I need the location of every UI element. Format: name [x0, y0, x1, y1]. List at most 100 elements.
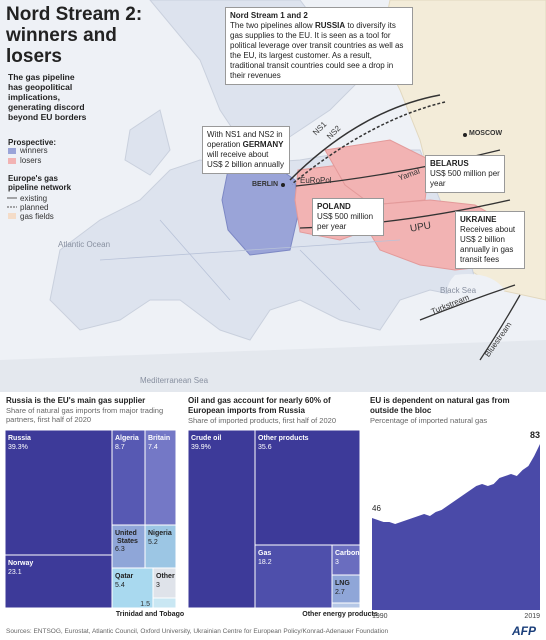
sea-label: Atlantic Ocean	[58, 240, 111, 249]
black-sea	[447, 274, 505, 306]
cell-value: 1.5	[140, 601, 150, 608]
pipeline-ns2	[291, 101, 446, 185]
berlin-dot	[281, 183, 285, 187]
cell-value: 8.7	[115, 444, 125, 451]
pipeline-label: EuRoPol	[300, 176, 332, 185]
cell-label: Other	[156, 573, 175, 580]
north-africa	[0, 340, 546, 392]
intro: The gas pipeline has geopolitical implic…	[8, 72, 87, 122]
callout-poland: POLAND US$ 500 million per year	[312, 198, 384, 236]
cell-label: Russia	[8, 435, 31, 442]
treemap-cell	[254, 429, 361, 546]
cell-label: Nigeria	[148, 530, 172, 537]
callout-title: UKRAINE	[460, 215, 497, 224]
callout-text: Receives about US$ 2 billion annually in…	[460, 225, 516, 264]
x-tick-label: 1990	[372, 613, 388, 620]
chart-subtitle: Share of natural gas imports from major …	[6, 406, 164, 424]
callout-title: POLAND	[317, 202, 351, 211]
callout-belarus: BELARUS US$ 500 million per year	[425, 155, 505, 193]
value-label: 83	[530, 430, 540, 440]
britain	[124, 109, 171, 176]
legend-title: Prospective:	[8, 138, 57, 147]
logo: AFP	[512, 624, 536, 638]
treemap-cell	[254, 544, 333, 609]
callout-text: GERMANY	[242, 140, 284, 149]
cell-value: 2.7	[335, 589, 345, 596]
treemap-cell	[111, 567, 154, 609]
cell-value: 39.9%	[191, 444, 211, 451]
cell-label: Qatar	[115, 573, 134, 580]
cell-label: Gas	[258, 550, 271, 557]
callout-text: With NS1 and NS2 in operation	[207, 130, 283, 149]
chart-title: Oil and gas account for nearly 60% of Eu…	[188, 396, 331, 415]
chart-heading: EU is dependent on natural gas from outs…	[370, 396, 540, 425]
treemap-cell	[144, 524, 177, 569]
cell-value: 18.2	[258, 559, 272, 566]
callout-nord-stream: Nord Stream 1 and 2 The two pipelines al…	[225, 7, 413, 85]
charts: Russia 39.3% Norway 23.1 Algeria 8.7 Britain 7.…	[4, 429, 540, 620]
pipeline-network	[99, 219, 401, 311]
cell-label: Crude oil	[191, 435, 221, 442]
legend-item: gas fields	[20, 212, 54, 221]
callout-text: The two pipelines allow	[230, 21, 315, 30]
cell-label: Norway	[8, 560, 33, 567]
value-label: 46	[372, 504, 381, 513]
cell-label: Other energy products	[302, 611, 378, 618]
callout-title: Nord Stream 1 and 2	[230, 11, 308, 20]
callout-ukraine: UKRAINE Receives about US$ 2 billion ann…	[455, 211, 525, 269]
sources: Sources: ENTSOG, Eurostat, Atlantic Coun…	[6, 628, 389, 635]
legend-winners-swatch	[8, 148, 16, 154]
chart-subtitle: Share of imported products, first half o…	[188, 416, 336, 425]
cell-label: Algeria	[115, 435, 139, 442]
sea-label: Black Sea	[440, 286, 477, 295]
callout-text: will receive about US$ 2 billion annuall…	[207, 150, 284, 169]
cell-value: 3	[156, 582, 160, 589]
chart-heading: Russia is the EU's main gas supplier Sha…	[6, 396, 176, 424]
cell-value: 35.6	[258, 444, 272, 451]
cell-value: 39.3%	[8, 444, 28, 451]
legend-title: Europe's gas pipeline network	[8, 174, 72, 192]
legend-item: existing	[20, 194, 48, 203]
callout-title: BELARUS	[430, 159, 469, 168]
treemap-cell	[331, 544, 361, 576]
area	[372, 444, 540, 610]
treemap-cell	[152, 597, 177, 609]
pipeline-turkstream	[419, 284, 516, 321]
chart-title: Russia is the EU's main gas supplier	[6, 396, 146, 405]
cell-label: LNG	[335, 580, 350, 587]
legend-item: winners	[20, 146, 48, 155]
callout-text: to diversify its gas supplies to the EU.…	[230, 21, 404, 80]
callout-text: US$ 500 million per year	[430, 169, 500, 188]
legend-item: losers	[20, 156, 42, 165]
cell-label: Trinidad and Tobago	[116, 611, 184, 618]
chart-heading: Oil and gas account for nearly 60% of Eu…	[188, 396, 368, 425]
title: Nord Stream 2: winners and losers	[6, 4, 143, 67]
cell-label: United States	[115, 530, 138, 545]
sea-label: Mediterranean Sea	[140, 376, 209, 385]
callout-germany: With NS1 and NS2 in operation GERMANY wi…	[202, 126, 290, 174]
cell-value: 23.1	[8, 569, 22, 576]
cell-value: 3	[335, 559, 339, 566]
treemap-cell	[111, 524, 146, 569]
legend-item: planned	[20, 203, 49, 212]
callout-text: US$ 500 million per year	[317, 212, 374, 231]
pipeline-ns1	[289, 94, 441, 181]
callout-text: RUSSIA	[314, 21, 346, 30]
treemap-cell	[187, 429, 256, 609]
cell-label: Carbon	[335, 550, 360, 557]
cell-label: Other products	[258, 435, 309, 442]
treemap-cell	[4, 554, 113, 609]
treemap-cell	[331, 602, 361, 609]
moscow-dot	[463, 133, 467, 137]
pipeline-bluestream	[479, 294, 521, 361]
cell-value: 7.4	[148, 444, 158, 451]
cell-label: Britain	[148, 435, 170, 442]
x-tick-label: 2019	[524, 613, 540, 620]
place-label: MOSCOW	[469, 130, 503, 137]
cell-value: 5.2	[148, 539, 158, 546]
chart-title: EU is dependent on natural gas from outs…	[370, 396, 510, 415]
place-label: BERLIN	[252, 181, 279, 188]
legend-losers-swatch	[8, 158, 16, 164]
legend-gas-fields-swatch	[8, 213, 16, 219]
chart-subtitle: Percentage of imported natural gas	[370, 416, 488, 425]
